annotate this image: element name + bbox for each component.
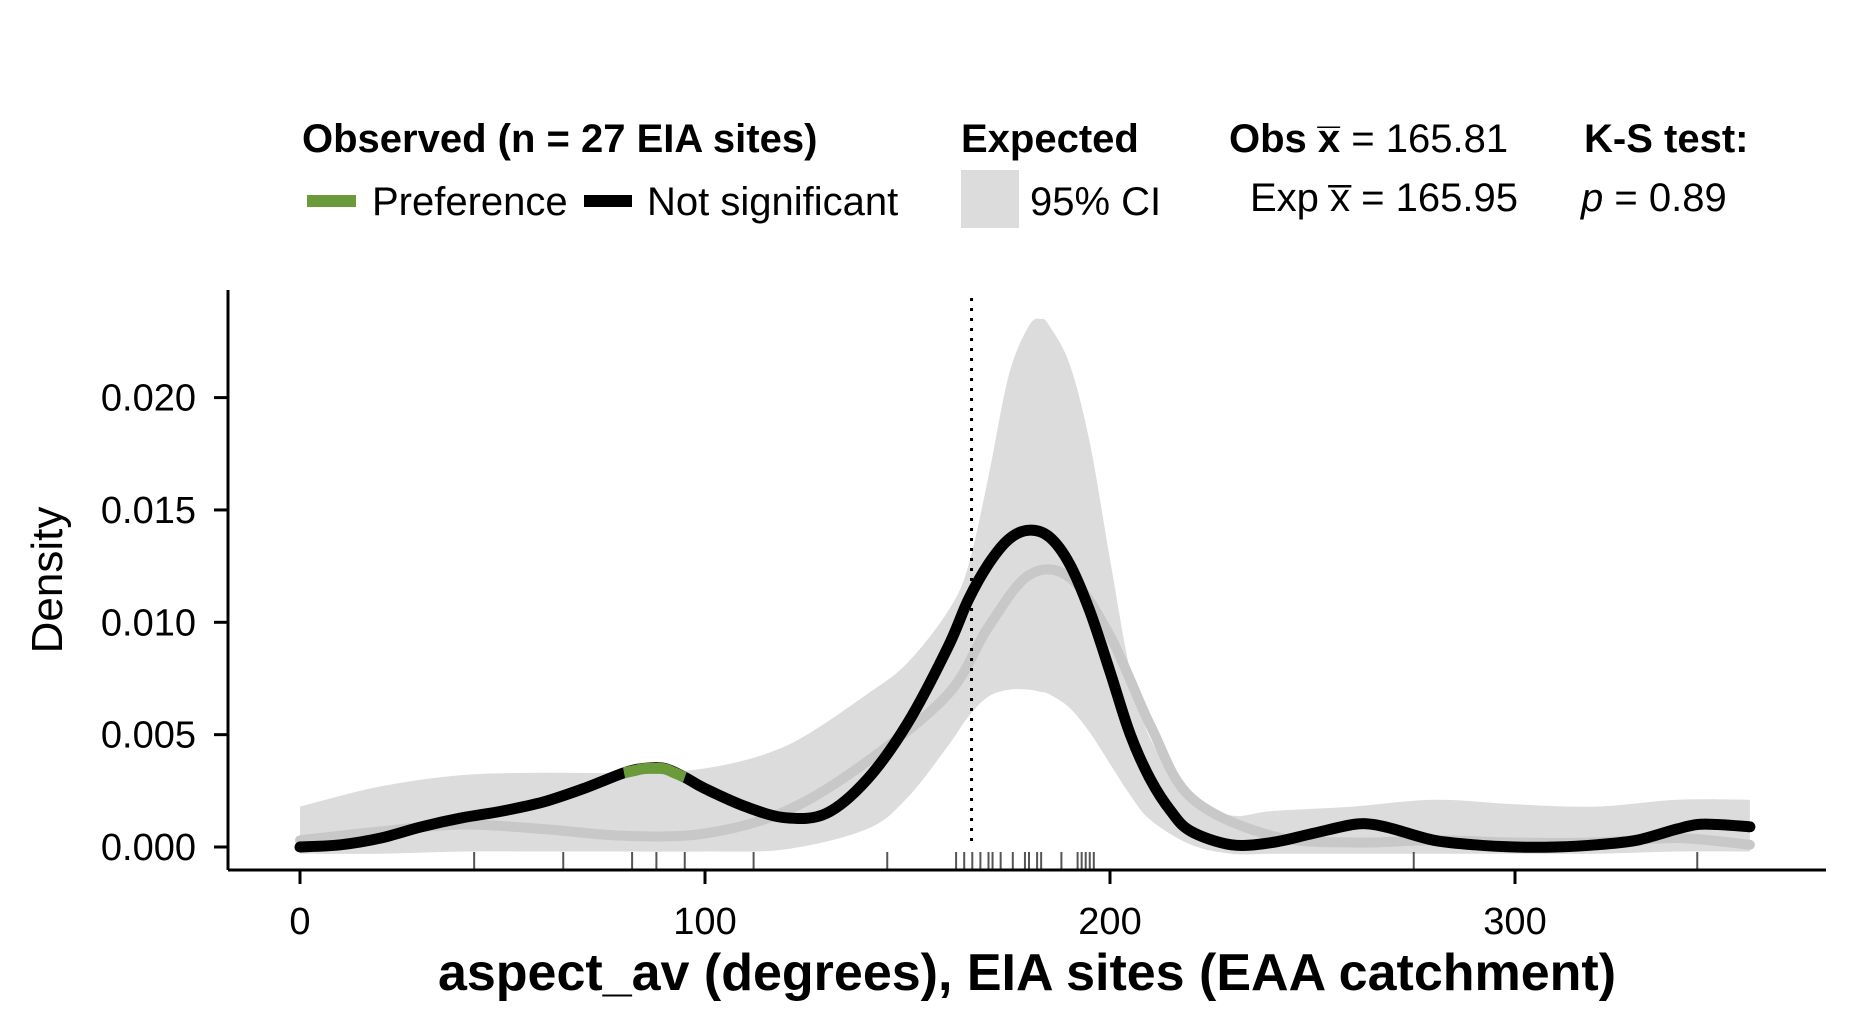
observed-line-preference [622,762,687,783]
obs-mean-value: = 165.81 [1340,117,1508,161]
legend-observed-title: Observed (n = 27 EIA sites) [302,117,817,161]
x-axis-title: aspect_av (degrees), EIA sites (EAA catc… [438,944,1616,1002]
legend-ks-p: p = 0.89 [1580,176,1727,220]
legend-expected-title: Expected [961,117,1139,161]
observed-line-layer [294,524,1756,853]
y-tick-label: 0.015 [101,490,196,532]
exp-mean-prefix: Exp x̅ [1250,176,1352,220]
y-tick-label: 0.005 [101,715,196,757]
ci-band [300,318,1750,855]
y-tick-label: 0.000 [101,827,196,869]
legend: Observed (n = 27 EIA sites) Preference N… [302,117,1748,228]
x-tick-label: 200 [1078,901,1141,943]
legend-obs-mean: Obs x̅ = 165.81 [1229,117,1508,161]
legend-preference-label: Preference [372,180,568,224]
y-tick-label: 0.010 [101,602,196,644]
legend-ci-swatch [961,170,1019,228]
observed-line-not-significant [294,524,1756,853]
y-tick-label: 0.020 [101,378,196,420]
rug-layer [473,852,1699,870]
ks-p-value: = 0.89 [1603,176,1726,220]
axes [226,290,1826,872]
legend-ks-title: K-S test: [1584,117,1748,161]
legend-ci-label: 95% CI [1030,180,1161,224]
legend-exp-mean: Exp x̅ = 165.95 [1250,176,1518,220]
x-ticks: 0 100 200 300 [289,870,1547,943]
y-ticks: 0.000 0.005 0.010 0.015 0.020 [101,378,228,869]
legend-not-significant-label: Not significant [647,180,898,224]
y-axis-title: Density [23,507,72,654]
ks-p-symbol: p [1580,176,1603,220]
ci-band-layer [300,318,1750,855]
x-tick-label: 300 [1483,901,1546,943]
obs-mean-prefix: Obs x̅ [1229,117,1341,161]
x-tick-label: 0 [289,901,310,943]
x-tick-label: 100 [673,901,736,943]
exp-mean-value: = 165.95 [1350,176,1518,220]
